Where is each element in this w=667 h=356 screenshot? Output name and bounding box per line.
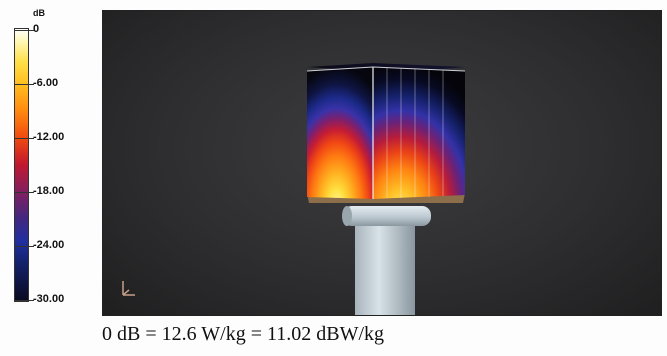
axis-marker-icon bbox=[122, 281, 135, 296]
simulation-scene bbox=[122, 63, 466, 315]
legend-tick-label: -18.00 bbox=[33, 185, 65, 197]
legend-unit-label: dB bbox=[33, 8, 45, 18]
legend-tick-mark bbox=[14, 192, 34, 193]
cube-front-face bbox=[307, 67, 373, 199]
color-scale-legend: dB 0 -6.00 -12.00 -18.00 -24.00 -30.00 bbox=[0, 0, 90, 320]
support-rod bbox=[343, 206, 431, 226]
legend-tick-label: -12.00 bbox=[33, 131, 65, 143]
legend-tick-mark bbox=[14, 300, 34, 301]
legend-tick-label: -6.00 bbox=[33, 77, 59, 89]
legend-tick-mark bbox=[14, 246, 34, 247]
cube-side-face bbox=[373, 67, 465, 199]
legend-tick-mark bbox=[14, 138, 34, 139]
legend-tick-label: -30.00 bbox=[33, 293, 65, 305]
legend-tick-label: -24.00 bbox=[33, 239, 65, 251]
slice-lines bbox=[386, 68, 444, 198]
legend-tick-mark bbox=[14, 84, 34, 85]
caption: 0 dB = 12.6 W/kg = 11.02 dBW/kg bbox=[102, 323, 385, 345]
legend-tick-mark bbox=[14, 30, 34, 31]
support-pole bbox=[355, 211, 415, 315]
legend-tick-label: 0 bbox=[33, 23, 40, 35]
color-scale-bar bbox=[14, 28, 29, 302]
sar-simulation-render bbox=[102, 10, 662, 316]
